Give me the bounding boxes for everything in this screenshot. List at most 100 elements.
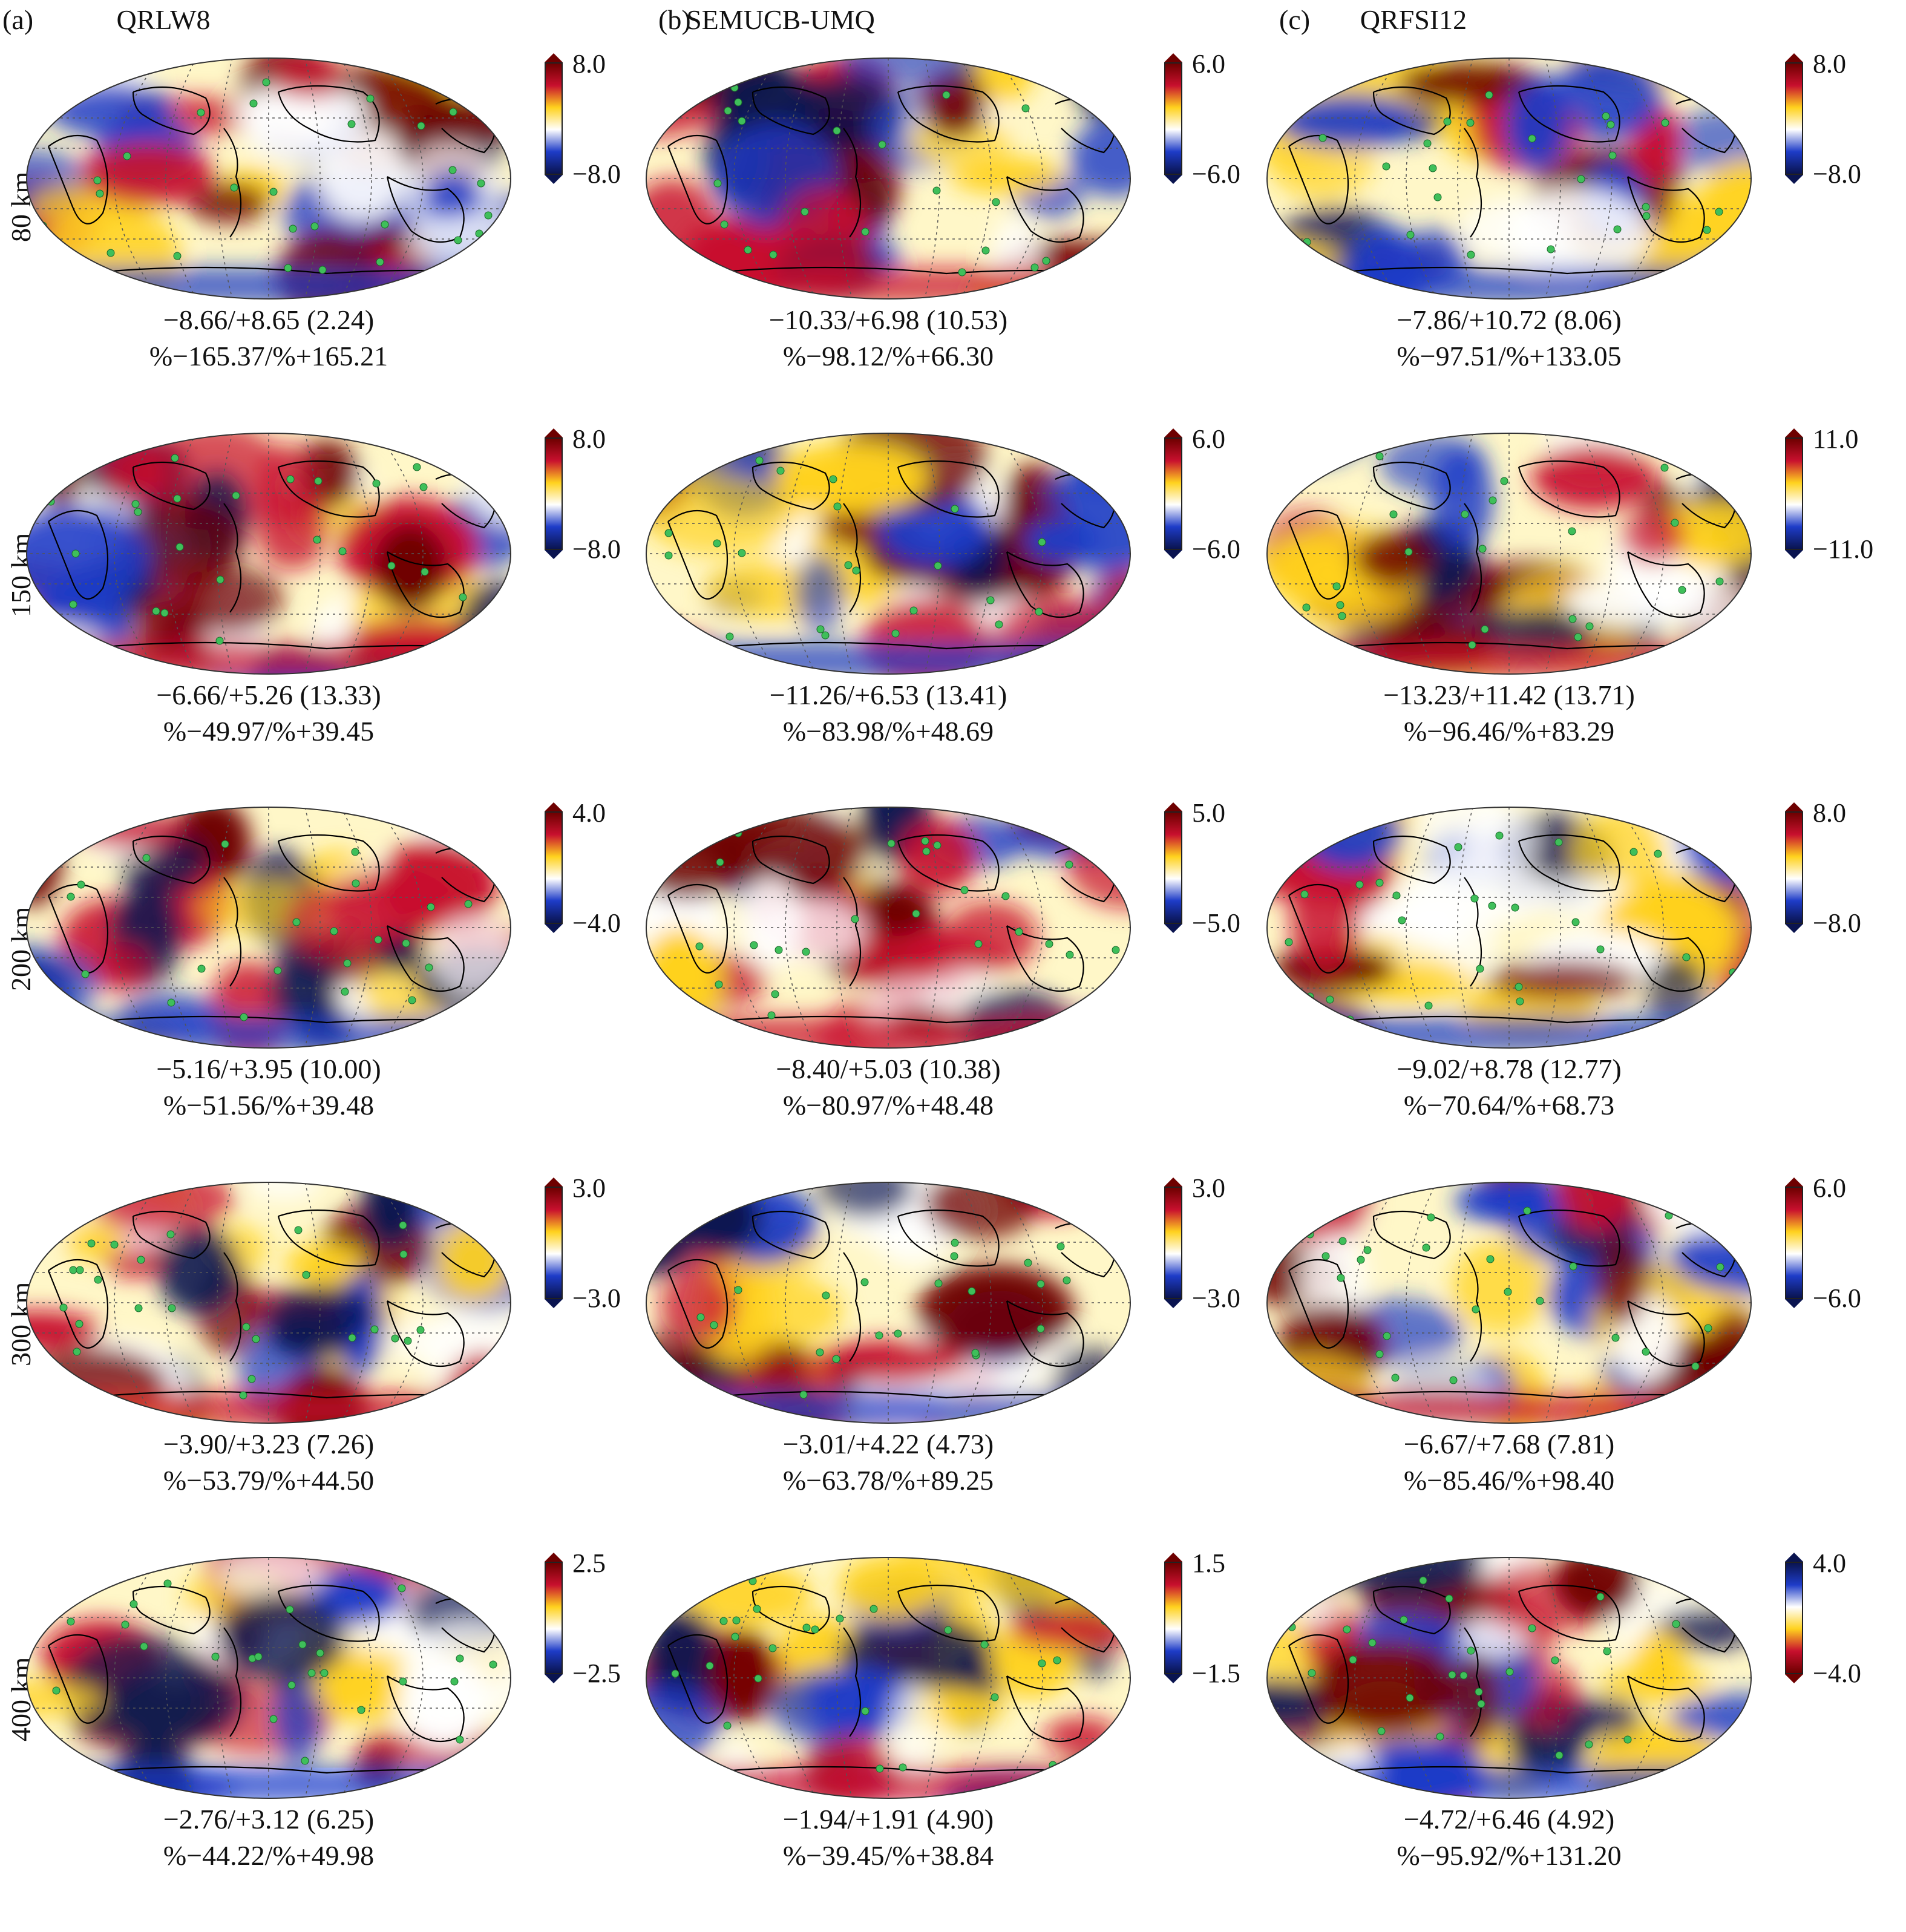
attenuation-map <box>24 431 513 676</box>
range-statistics: −13.23/+11.42 (13.71) <box>1265 679 1754 711</box>
map-svg <box>1265 805 1754 1050</box>
unit-exponent: −1 <box>1719 1894 1738 1914</box>
percent-statistics: %−165.37/%+165.21 <box>24 340 513 372</box>
percent-statistics: %−98.12/%+66.30 <box>644 340 1133 372</box>
attenuation-map <box>24 1555 513 1801</box>
range-statistics: −4.72/+6.46 (4.92) <box>1265 1803 1754 1835</box>
range-statistics: −8.66/+8.65 (2.24) <box>24 304 513 336</box>
colorbar-min-label: −6.0 <box>1813 1283 1861 1314</box>
colorbar-min-label: −8.0 <box>572 159 621 189</box>
colorbar-max-label: 3.0 <box>1192 1173 1225 1203</box>
colorbar-max-label: 6.0 <box>1192 424 1225 454</box>
colorbar-bottom-tip <box>1785 1299 1803 1308</box>
colorbar <box>1164 437 1182 550</box>
range-statistics: −6.67/+7.68 (7.81) <box>1265 1428 1754 1460</box>
colorbar-top-tip <box>1164 1553 1182 1562</box>
colorbar-min-label: −11.0 <box>1813 534 1873 565</box>
colorbar-max-label: 8.0 <box>572 48 606 79</box>
range-statistics: −10.33/+6.98 (10.53) <box>644 304 1133 336</box>
colorbar-max-label: 1.5 <box>1192 1548 1225 1579</box>
colorbar-bottom-tip <box>545 550 563 559</box>
colorbar-min-label: −8.0 <box>572 534 621 565</box>
unit-label: δ(Qμ−1)×103 <box>1663 1894 1803 1926</box>
colorbar-max-label: 6.0 <box>1192 48 1225 79</box>
attenuation-map <box>1265 805 1754 1050</box>
map-svg <box>24 431 513 676</box>
colorbar-bottom-tip <box>1785 1674 1803 1683</box>
colorbar-top-tip <box>1785 53 1803 62</box>
colorbar-top-tip <box>1785 1553 1803 1562</box>
percent-statistics: %−85.46/%+98.40 <box>1265 1464 1754 1496</box>
colorbar-top-tip <box>545 802 563 811</box>
colorbar-min-label: −6.0 <box>1192 159 1240 189</box>
colorbar-bottom-tip <box>1164 1299 1182 1308</box>
range-statistics: −11.26/+6.53 (13.41) <box>644 679 1133 711</box>
colorbar-max-label: 8.0 <box>1813 797 1846 828</box>
colorbar <box>1164 62 1182 175</box>
percent-statistics: %−49.97/%+39.45 <box>24 715 513 747</box>
model-title: QRLW8 <box>0 4 375 36</box>
colorbar-top-tip <box>545 1553 563 1562</box>
colorbar-bottom-tip <box>1785 175 1803 184</box>
colorbar-bottom-tip <box>1164 924 1182 933</box>
colorbar <box>1164 811 1182 924</box>
colorbar-max-label: 8.0 <box>572 424 606 454</box>
colorbar-top-tip <box>1785 428 1803 437</box>
percent-statistics: %−97.51/%+133.05 <box>1265 340 1754 372</box>
colorbar-max-label: 4.0 <box>1813 1548 1846 1579</box>
attenuation-map <box>644 1555 1133 1801</box>
colorbar-min-label: −8.0 <box>1813 159 1861 189</box>
colorbar-top-tip <box>545 53 563 62</box>
attenuation-map <box>1265 431 1754 676</box>
attenuation-map <box>644 1180 1133 1426</box>
colorbar <box>545 1562 563 1674</box>
range-statistics: −2.76/+3.12 (6.25) <box>24 1803 513 1835</box>
colorbar-max-label: 8.0 <box>1813 48 1846 79</box>
colorbar-bottom-tip <box>1164 175 1182 184</box>
colorbar-min-label: −1.5 <box>1192 1658 1240 1689</box>
percent-statistics: %−83.98/%+48.69 <box>644 715 1133 747</box>
colorbar-max-label: 5.0 <box>1192 797 1225 828</box>
map-svg <box>644 1555 1133 1801</box>
range-statistics: −3.90/+3.23 (7.26) <box>24 1428 513 1460</box>
colorbar <box>1785 437 1803 550</box>
map-svg <box>644 1180 1133 1426</box>
colorbar <box>1164 1562 1182 1674</box>
attenuation-map <box>1265 56 1754 301</box>
range-statistics: −3.01/+4.22 (4.73) <box>644 1428 1133 1460</box>
colorbar <box>545 1187 563 1299</box>
colorbar-top-tip <box>1785 1177 1803 1187</box>
colorbar-min-label: −3.0 <box>572 1283 621 1314</box>
colorbar-bottom-tip <box>1164 550 1182 559</box>
colorbar-bottom-tip <box>545 1299 563 1308</box>
unit-suffix: )×10 <box>1738 1894 1794 1925</box>
map-svg <box>644 56 1133 301</box>
map-svg <box>24 805 513 1050</box>
map-svg <box>1265 1180 1754 1426</box>
map-svg <box>644 805 1133 1050</box>
attenuation-map <box>24 56 513 301</box>
colorbar-max-label: 3.0 <box>572 1173 606 1203</box>
attenuation-map <box>644 805 1133 1050</box>
range-statistics: −1.94/+1.91 (4.90) <box>644 1803 1133 1835</box>
colorbar-bottom-tip <box>1785 550 1803 559</box>
colorbar-top-tip <box>1164 428 1182 437</box>
percent-statistics: %−63.78/%+89.25 <box>644 1464 1133 1496</box>
percent-statistics: %−80.97/%+48.48 <box>644 1089 1133 1121</box>
colorbar <box>1164 1187 1182 1299</box>
map-svg <box>24 56 513 301</box>
model-title: SEMUCB-UMQ <box>569 4 992 36</box>
percent-statistics: %−96.46/%+83.29 <box>1265 715 1754 747</box>
colorbar <box>1785 1187 1803 1299</box>
attenuation-map <box>644 56 1133 301</box>
range-statistics: −7.86/+10.72 (8.06) <box>1265 304 1754 336</box>
colorbar-min-label: −2.5 <box>572 1658 621 1689</box>
attenuation-map <box>644 431 1133 676</box>
map-svg <box>644 431 1133 676</box>
unit-exponent-2: 3 <box>1794 1894 1803 1914</box>
attenuation-map <box>24 805 513 1050</box>
colorbar-min-label: −4.0 <box>1813 1658 1861 1689</box>
map-svg <box>24 1180 513 1426</box>
range-statistics: −5.16/+3.95 (10.00) <box>24 1053 513 1085</box>
colorbar-bottom-tip <box>545 175 563 184</box>
